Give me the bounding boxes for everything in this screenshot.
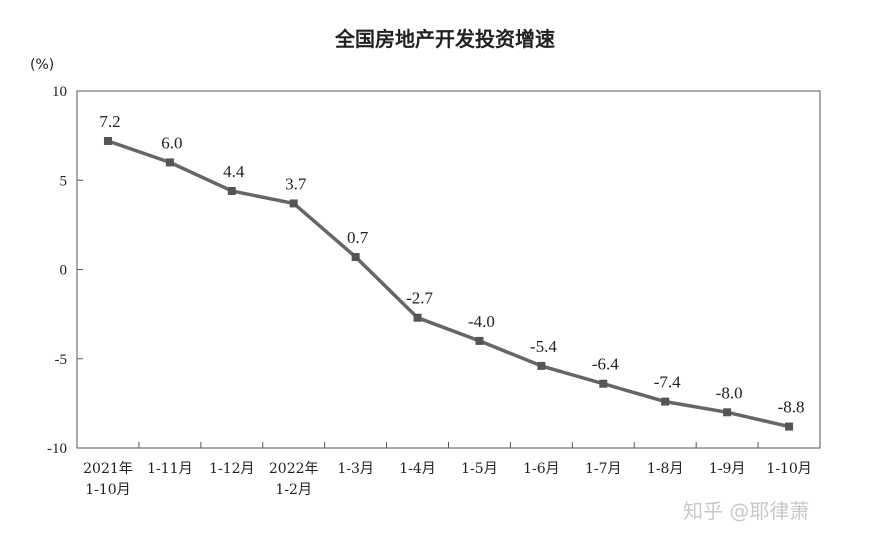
data-point bbox=[227, 186, 236, 195]
data-label: -2.7 bbox=[406, 289, 433, 308]
y-tick-label: 10 bbox=[52, 84, 67, 100]
x-tick-label-line: 2021年 bbox=[83, 461, 133, 477]
data-label: 6.0 bbox=[161, 133, 182, 152]
x-tick-label-line: 2022年 bbox=[269, 461, 319, 477]
data-point bbox=[289, 199, 298, 208]
y-tick-label: 0 bbox=[60, 263, 68, 279]
y-axis-unit: (%) bbox=[30, 57, 54, 73]
data-point bbox=[785, 422, 794, 431]
series-line bbox=[107, 139, 790, 429]
data-label: 7.2 bbox=[99, 112, 120, 131]
x-tick-label: 1-7月 bbox=[585, 461, 622, 477]
x-tick-label-line: 1-12月 bbox=[209, 461, 254, 477]
x-tick-label: 1-5月 bbox=[461, 461, 498, 477]
x-tick-label-line: 1-8月 bbox=[647, 461, 684, 477]
x-tick-label: 1-12月 bbox=[209, 461, 254, 477]
x-axis: 2021年 1-10月 1-11月 1-12月 2022年 1-2月 1-3月 1-4月 1-5… bbox=[83, 442, 812, 498]
data-labels: 7.2 6.0 4.4 3.7 0.7 -2.7 -4.0 -5.4 -6.4 -7.4 -8.0 -… bbox=[99, 112, 804, 417]
y-tick-label: -5 bbox=[55, 352, 68, 368]
data-point bbox=[165, 158, 174, 167]
x-tick-label: 1-4月 bbox=[399, 461, 436, 477]
data-point bbox=[351, 253, 360, 262]
data-label: -7.4 bbox=[654, 373, 681, 392]
data-label: 3.7 bbox=[285, 174, 307, 193]
data-label: -8.8 bbox=[778, 398, 805, 417]
x-tick-label: 1-3月 bbox=[337, 461, 374, 477]
data-label: -8.0 bbox=[716, 383, 743, 402]
data-point bbox=[537, 361, 546, 370]
x-tick-label-line: 1-7月 bbox=[585, 461, 622, 477]
x-tick-label-line: 1-11月 bbox=[147, 461, 192, 477]
x-tick-label-line: 1-2月 bbox=[275, 482, 312, 498]
data-point bbox=[723, 408, 732, 417]
data-label: -5.4 bbox=[530, 337, 557, 356]
x-tick-label-line: 1-10月 bbox=[85, 482, 130, 498]
watermark: 知乎 @耶律萧 bbox=[683, 499, 809, 523]
y-axis: 10 5 0 -5 -10 bbox=[47, 84, 83, 457]
x-tick-label: 1-9月 bbox=[709, 461, 746, 477]
y-tick-label: 5 bbox=[60, 173, 68, 189]
data-label: 4.4 bbox=[223, 162, 245, 181]
data-point bbox=[599, 379, 608, 388]
x-tick-label-line: 1-6月 bbox=[523, 461, 560, 477]
y-tick-label: -10 bbox=[47, 441, 67, 457]
x-tick-label: 2021年 1-10月 bbox=[83, 461, 133, 498]
data-point bbox=[103, 136, 112, 145]
x-tick-label-line: 1-5月 bbox=[461, 461, 498, 477]
plot-frame bbox=[76, 90, 821, 449]
data-label: -4.0 bbox=[468, 312, 495, 331]
x-tick-label: 2022年 1-2月 bbox=[269, 461, 319, 498]
x-tick-label-line: 1-9月 bbox=[709, 461, 746, 477]
x-tick-label: 1-11月 bbox=[147, 461, 192, 477]
x-tick-label: 1-6月 bbox=[523, 461, 560, 477]
x-tick-label: 1-10月 bbox=[766, 461, 811, 477]
data-label: -6.4 bbox=[592, 355, 619, 374]
x-tick-label-line: 1-3月 bbox=[337, 461, 374, 477]
data-label: 0.7 bbox=[347, 228, 369, 247]
x-tick-label-line: 1-10月 bbox=[766, 461, 811, 477]
x-tick-label: 1-8月 bbox=[647, 461, 684, 477]
data-point bbox=[413, 313, 422, 322]
data-point bbox=[661, 397, 670, 406]
x-tick-label-line: 1-4月 bbox=[399, 461, 436, 477]
data-point bbox=[475, 336, 484, 345]
chart-title: 全国房地产开发投资增速 bbox=[334, 27, 555, 51]
series-line-group bbox=[103, 136, 794, 431]
